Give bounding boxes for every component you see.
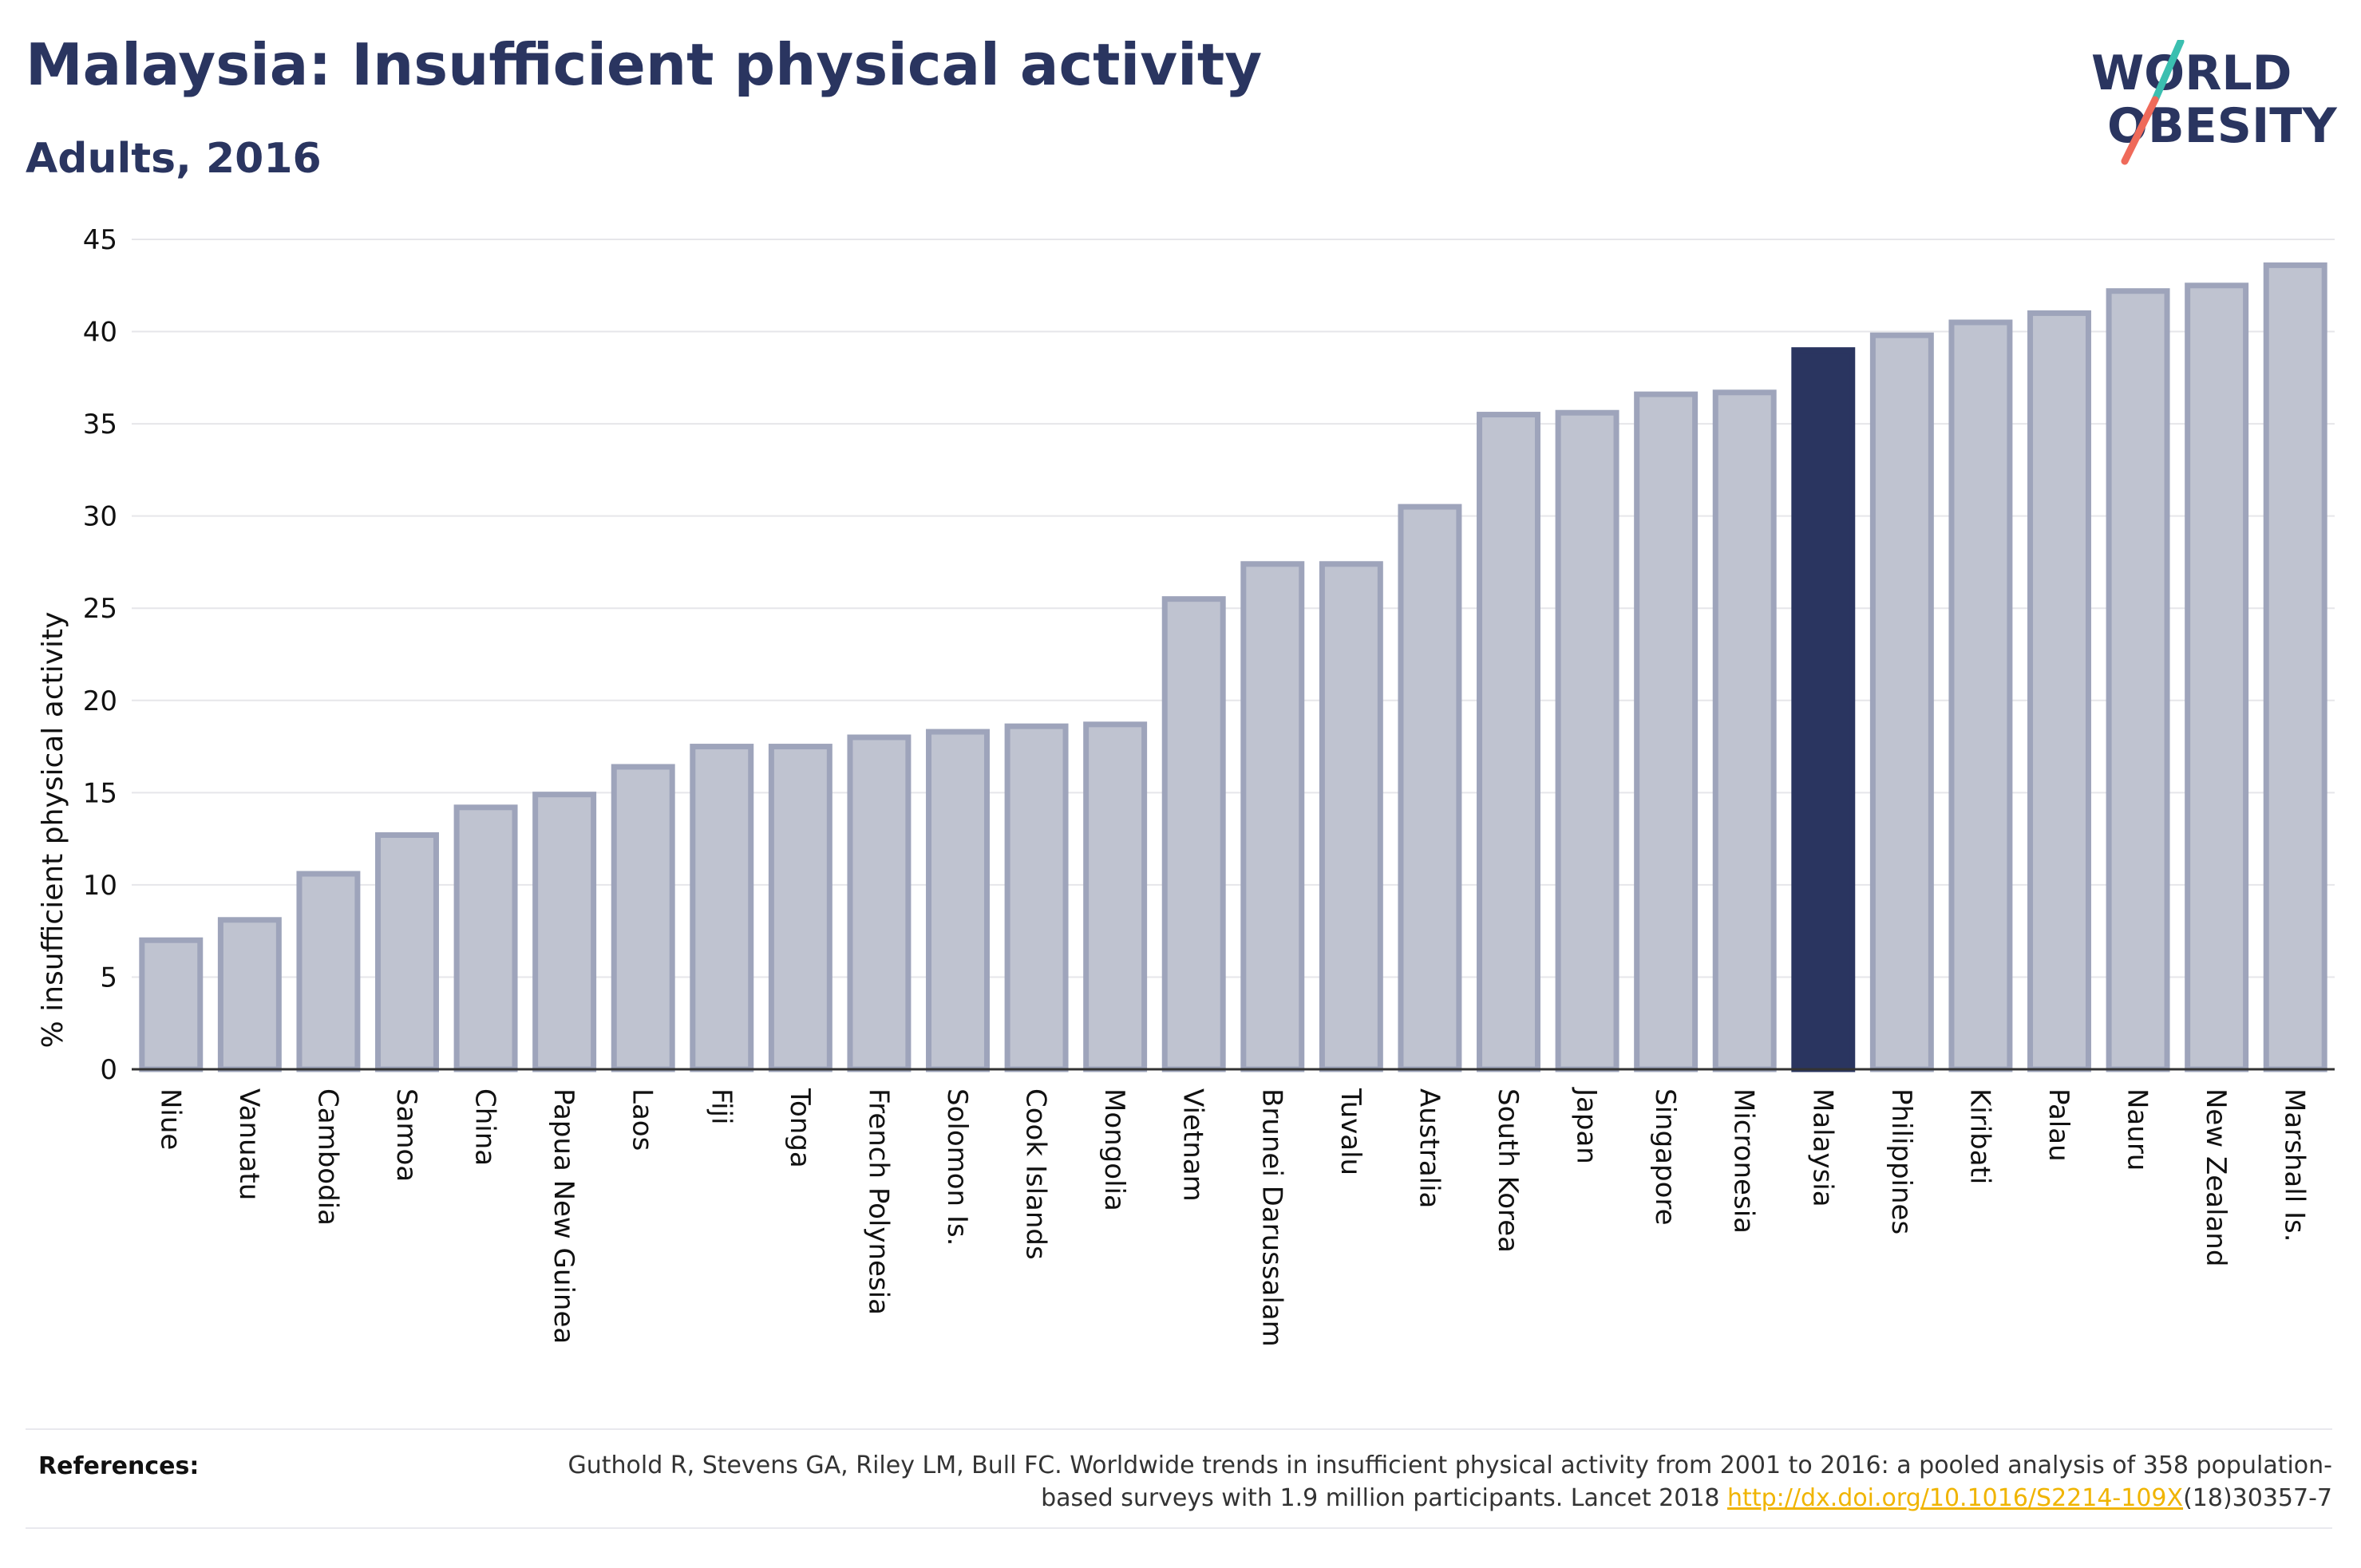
bar-malaysia: [1791, 347, 1856, 1072]
bar-vanuatu: [217, 917, 282, 1072]
bar-papua-new-guinea: [532, 792, 597, 1072]
x-tick-label: Malaysia: [1806, 1088, 1838, 1207]
x-tick-label: Kiribati: [1964, 1088, 1995, 1184]
x-tick-label: Palau: [2043, 1088, 2074, 1162]
bar-china: [453, 804, 518, 1072]
x-tick-label: Japan: [1571, 1087, 1603, 1164]
bar-solomon-is: [926, 729, 990, 1072]
bar-new-zealand: [2185, 282, 2249, 1072]
bar-nauru: [2106, 288, 2170, 1072]
x-tick-label: Brunei Darussalam: [1256, 1088, 1287, 1347]
y-tick-label: 0: [100, 1054, 117, 1086]
reference-citation: Guthold R, Stevens GA, Riley LM, Bull FC…: [568, 1451, 2332, 1513]
x-tick-label: New Zealand: [2200, 1088, 2232, 1266]
bars: [139, 262, 2327, 1072]
y-tick-label: 25: [83, 593, 117, 625]
bar-cook-islands: [1004, 723, 1069, 1072]
bar-palau: [2027, 310, 2091, 1072]
chart-title: Malaysia: Insufficient physical activity: [26, 31, 1263, 98]
reference-citation-suffix: (18)30357-7: [2183, 1484, 2332, 1513]
y-tick-label: 20: [83, 685, 117, 717]
y-tick-label: 40: [83, 317, 117, 349]
x-tick-label: Tuvalu: [1335, 1088, 1366, 1175]
y-tick-label: 30: [83, 501, 117, 533]
bar-niue: [139, 937, 204, 1072]
x-tick-label: Cambodia: [311, 1088, 343, 1226]
bar-tuvalu: [1319, 561, 1383, 1072]
logo-slash-coral: [2121, 96, 2159, 165]
x-tick-label: Laos: [627, 1088, 658, 1151]
x-tick-label: Vietnam: [1177, 1088, 1209, 1202]
bar-singapore: [1634, 391, 1699, 1072]
x-tick-label: Fiji: [705, 1088, 737, 1124]
y-axis-label: % insufficient physical activity: [37, 612, 69, 1049]
y-tick-labels: 0 5 10 15 20 25 30 35 40 45: [83, 224, 117, 1086]
logo-text-line1: WORLD: [2091, 45, 2292, 101]
world-obesity-logo: WORLD OBESITY: [2091, 40, 2338, 165]
bar-vietnam: [1161, 596, 1226, 1072]
y-tick-label: 10: [83, 870, 117, 902]
y-tick-label: 35: [83, 409, 117, 440]
bar-japan: [1555, 409, 1619, 1072]
chart-subtitle: Adults, 2016: [26, 135, 322, 183]
y-tick-label: 5: [100, 962, 117, 993]
logo-slash-teal: [2151, 40, 2185, 104]
x-tick-label: Marshall Is.: [2279, 1088, 2311, 1242]
references-label: References:: [38, 1452, 200, 1480]
bar-australia: [1398, 504, 1462, 1072]
bar-fiji: [690, 744, 754, 1072]
bar-tonga: [768, 744, 832, 1072]
bar-philippines: [1869, 332, 1934, 1072]
bar-brunei-darussalam: [1240, 561, 1305, 1072]
bar-south-korea: [1477, 412, 1540, 1072]
y-tick-label: 45: [83, 224, 117, 256]
bar-laos: [611, 764, 675, 1072]
x-tick-label: Singapore: [1649, 1088, 1681, 1226]
x-tick-label: Samoa: [390, 1088, 422, 1182]
x-tick-label: Nauru: [2122, 1088, 2153, 1171]
y-tick-label: 15: [83, 777, 117, 809]
x-tick-labels: Niue Vanuatu Cambodia Samoa China Papua New G…: [154, 1087, 2310, 1347]
bar-marshall-is: [2263, 262, 2327, 1072]
references-section: References: Guthold R, Stevens GA, Riley…: [26, 1428, 2332, 1529]
bar-kiribati: [1948, 319, 2013, 1072]
x-tick-label: Philippines: [1885, 1088, 1917, 1234]
x-tick-label: Niue: [154, 1088, 186, 1150]
x-tick-label: French Polynesia: [862, 1088, 894, 1315]
bar-micronesia: [1712, 389, 1777, 1072]
x-tick-label: Australia: [1413, 1088, 1445, 1208]
x-tick-label: Mongolia: [1098, 1088, 1130, 1211]
x-tick-label: Vanuatu: [233, 1088, 265, 1200]
x-tick-label: Cook Islands: [1020, 1088, 1052, 1260]
bar-french-polynesia: [847, 734, 912, 1072]
bar-chart: 0 5 10 15 20 25 30 35 40 45 Niue Vanuatu Cambodia Sa…: [37, 224, 2335, 1347]
x-tick-label: Micronesia: [1728, 1088, 1760, 1234]
x-tick-label: Tonga: [784, 1088, 816, 1168]
bar-mongolia: [1083, 721, 1148, 1072]
references-text: Guthold R, Stevens GA, Riley LM, Bull FC…: [496, 1449, 2332, 1515]
x-tick-label: Papua New Guinea: [548, 1088, 579, 1344]
reference-doi-link[interactable]: http://dx.doi.org/10.1016/S2214-109X: [1727, 1484, 2184, 1513]
bar-samoa: [375, 831, 439, 1072]
x-tick-label: China: [469, 1088, 501, 1166]
x-tick-label: Solomon Is.: [941, 1088, 973, 1246]
x-tick-label: South Korea: [1492, 1088, 1524, 1253]
bar-cambodia: [296, 871, 361, 1072]
